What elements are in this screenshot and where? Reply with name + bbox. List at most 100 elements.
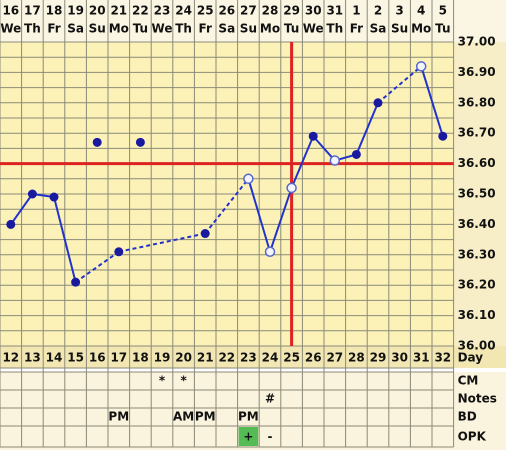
opk-entry: - [268,430,273,444]
temp-point [135,137,145,147]
temp-point [243,173,254,185]
weekday-label: Sa [370,22,387,36]
y-tick-label: 36.60 [458,156,496,170]
axis-bg [453,42,506,346]
date-label: 27 [240,4,257,18]
temp-segment [204,178,250,235]
row-label: OPK [458,430,487,444]
temp-point [415,61,427,72]
date-label: 23 [154,4,171,18]
temp-point [200,229,210,239]
y-tick-label: 36.40 [458,217,496,231]
day-label: 27 [326,351,343,365]
temp-point [114,247,124,257]
temp-segment [53,196,77,283]
day-label: 23 [240,351,257,365]
weekday-label: Fr [199,22,212,36]
temp-segment [290,135,315,189]
opk-entry: + [243,430,253,444]
weekday-label: We [303,22,324,36]
temp-point [71,277,81,287]
y-tick-label: 36.80 [458,95,496,109]
day-label: 30 [391,351,408,365]
weekday-label: Su [240,22,257,36]
y-tick-label: 36.10 [458,308,496,322]
weekday-label: Fr [47,22,60,36]
date-label: 3 [395,4,403,18]
opk-positive-bg [238,427,259,446]
date-label: 19 [67,4,84,18]
temp-point [92,137,102,147]
temp-segment [247,178,271,253]
day-label: 26 [305,351,322,365]
y-tick-label: 37.00 [458,35,496,49]
day-label: 18 [132,351,149,365]
notes-entry: # [265,392,275,406]
date-label: 30 [305,4,322,18]
weekday-label: Th [326,22,343,36]
temp-point [6,219,16,229]
day-label: 21 [197,351,214,365]
y-tick-label: 36.50 [458,187,496,201]
weekday-label: Sa [67,22,84,36]
weekday-label: Tu [284,22,299,36]
bd-entry: PM [195,410,216,424]
temp-point [373,98,383,108]
date-label: 5 [439,4,447,18]
day-label: 20 [175,351,192,365]
day-label: 29 [370,351,387,365]
y-tick-label: 36.20 [458,278,496,292]
y-tick-label: 36.90 [458,65,496,79]
weekday-label: Su [89,22,106,36]
day-label: 13 [24,351,41,365]
temp-point [308,131,318,141]
day-label: 24 [262,351,279,365]
weekday-label: Th [175,22,192,36]
cm-entry: * [180,374,187,388]
day-label: 17 [110,351,127,365]
date-label: 18 [46,4,63,18]
temp-segment [355,102,379,155]
temp-point [49,192,59,202]
temp-point [286,182,297,194]
day-label: 31 [413,351,430,365]
date-label: 17 [24,4,41,18]
temp-segment [75,250,120,283]
weekday-label: Su [391,22,408,36]
date-label: 2 [374,4,382,18]
weekday-label: Mo [260,22,280,36]
day-label: 12 [2,351,19,365]
row-label: Day [458,351,484,365]
weekday-label: We [0,22,21,36]
day-label: 14 [46,351,63,365]
date-label: 28 [262,4,279,18]
day-row-bg [0,346,506,368]
date-label: 16 [2,4,19,18]
date-label: 22 [132,4,149,18]
weekday-label: Fr [350,22,363,36]
temp-point [438,131,448,141]
day-label: 22 [218,351,235,365]
weekday-label: We [152,22,173,36]
temp-segment [9,193,34,225]
temp-segment [269,187,293,253]
temp-point [264,246,276,258]
y-tick-label: 36.70 [458,126,496,140]
row-label: CM [458,374,479,388]
day-label: 16 [89,351,106,365]
date-label: 1 [352,4,360,18]
weekday-label: Tu [133,22,148,36]
cm-entry: * [159,374,166,388]
weekday-label: Sa [218,22,235,36]
date-label: 21 [110,4,127,18]
bd-entry: PM [108,410,129,424]
bd-entry: PM [238,410,259,424]
temp-segment [312,135,336,162]
date-label: 20 [89,4,106,18]
weekday-label: Mo [109,22,129,36]
weekday-label: Tu [435,22,450,36]
header-bg [0,0,506,42]
date-label: 4 [417,4,425,18]
day-label: 15 [67,351,84,365]
